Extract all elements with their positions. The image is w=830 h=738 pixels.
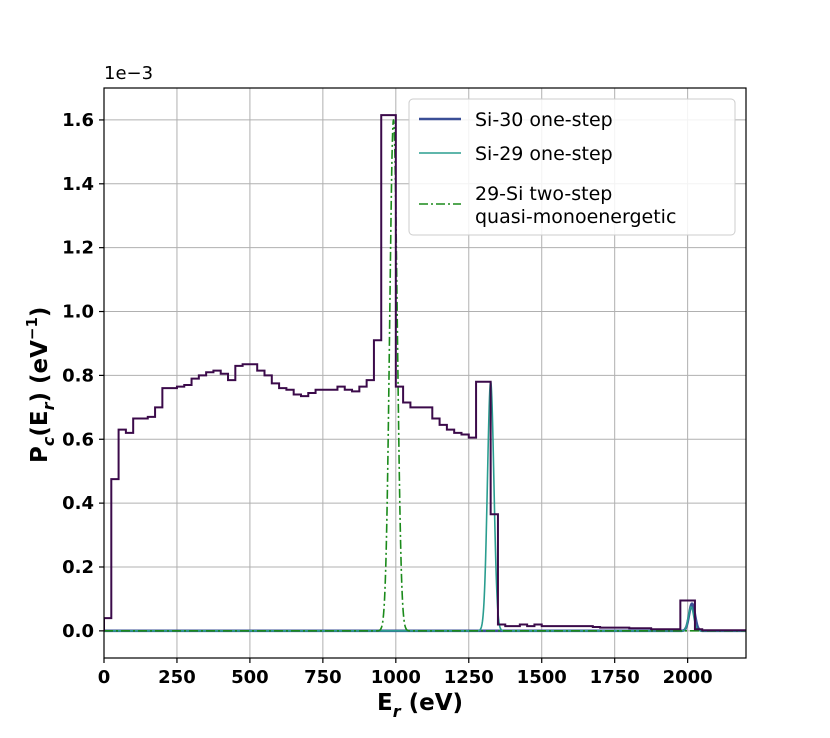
- legend-label-2: 29-Si two-step quasi-monoenergetic: [475, 183, 676, 228]
- x-axis-label-unit: (eV): [401, 690, 463, 716]
- plot-area: [104, 114, 746, 633]
- legend-label-1: Si-29 one-step: [475, 143, 613, 165]
- y-tick-label: 0.4: [62, 493, 94, 514]
- x-tick-label: 500: [231, 667, 269, 688]
- y-axis-label-exp: −1: [23, 317, 41, 340]
- y-axis-label-main: P: [27, 446, 53, 463]
- x-axis-label-main: E: [377, 690, 393, 716]
- y-axis-label: Pc(Er) (eV−1): [23, 307, 58, 463]
- x-tick-label: 1000: [371, 667, 421, 688]
- y-tick-label: 0.6: [62, 429, 94, 450]
- y-axis-label-close: ): [27, 307, 53, 318]
- x-tick-label: 0: [98, 667, 111, 688]
- legend-label-0: Si-30 one-step: [475, 109, 613, 131]
- x-axis-label: Er (eV): [377, 690, 463, 721]
- legend-label-line: 29-Si two-step: [475, 183, 612, 205]
- legend-label-line: quasi-monoenergetic: [475, 206, 676, 228]
- y-tick-label: 1.0: [62, 302, 94, 323]
- axes-frame: [103, 87, 747, 659]
- series-line-0: [104, 602, 746, 633]
- x-tick-label: 1500: [517, 667, 567, 688]
- histogram-steps: [104, 114, 746, 632]
- y-axis-label-sub-c: c: [39, 436, 58, 446]
- series-line-2: [104, 119, 746, 632]
- y-axis-label-unit: ) (eV: [27, 340, 53, 403]
- x-tick-label: 250: [158, 667, 196, 688]
- legend-box: [408, 98, 736, 236]
- y-tick-label: 1.6: [62, 110, 94, 131]
- axis-ticks: 0 250 500 750 1000 1250 1500 1750 2000 0.0 0.2 0.4 0…: [62, 110, 713, 688]
- x-tick-label: 2000: [663, 667, 713, 688]
- y-tick-label: 0.8: [62, 365, 94, 386]
- y-axis-label-sub-r: r: [39, 401, 58, 410]
- y-tick-label: 1.2: [62, 238, 94, 259]
- x-tick-label: 1750: [590, 667, 640, 688]
- y-scale-multiplier: 1e−3: [104, 63, 153, 84]
- x-tick-label: 1250: [444, 667, 494, 688]
- y-tick-label: 0.2: [62, 557, 94, 578]
- x-axis-label-sub: r: [393, 702, 402, 721]
- y-axis-label-paren: (E: [27, 410, 53, 436]
- legend: Si-30 one-step Si-29 one-step 29-Si two-st…: [408, 98, 736, 236]
- legend-label-line: Si-30 one-step: [475, 109, 613, 131]
- plot-series: [104, 114, 746, 633]
- legend-label-line: Si-29 one-step: [475, 143, 613, 165]
- y-tick-label: 1.4: [62, 174, 94, 195]
- y-tick-label: 0.0: [62, 621, 94, 642]
- x-tick-label: 750: [304, 667, 342, 688]
- series-line-1: [104, 380, 746, 632]
